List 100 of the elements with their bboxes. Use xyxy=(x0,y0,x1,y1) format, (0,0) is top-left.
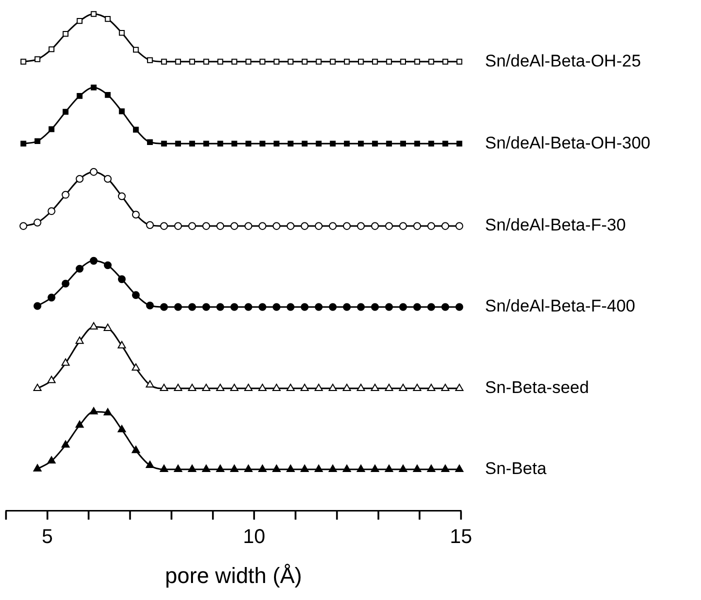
point xyxy=(132,363,140,371)
point xyxy=(189,140,196,147)
point xyxy=(330,140,336,147)
point xyxy=(456,140,462,147)
point xyxy=(370,384,380,392)
point xyxy=(34,138,40,144)
point xyxy=(47,376,56,384)
point xyxy=(300,303,309,311)
point xyxy=(372,140,378,147)
point xyxy=(342,303,351,311)
point xyxy=(48,207,56,216)
point xyxy=(230,303,238,311)
point xyxy=(75,420,84,428)
point xyxy=(118,108,125,114)
point xyxy=(272,222,280,230)
point xyxy=(286,222,294,230)
point xyxy=(258,464,267,472)
point xyxy=(132,210,140,219)
point xyxy=(146,302,154,310)
point xyxy=(34,218,42,226)
point xyxy=(386,58,392,65)
point xyxy=(342,464,351,472)
point xyxy=(174,384,182,392)
x-axis-title: pore width (Å) xyxy=(165,562,302,588)
point xyxy=(244,222,252,230)
point xyxy=(146,221,154,229)
point xyxy=(20,140,26,147)
point xyxy=(174,222,182,230)
point xyxy=(358,140,364,147)
point xyxy=(188,222,196,230)
series-label: Sn/deAl-Beta-OH-300 xyxy=(485,133,650,152)
point xyxy=(61,358,70,366)
point xyxy=(272,464,281,472)
point xyxy=(455,222,464,230)
point xyxy=(161,140,167,147)
point xyxy=(231,58,238,65)
point xyxy=(161,58,167,65)
point xyxy=(90,407,98,414)
point xyxy=(386,140,392,147)
point xyxy=(344,58,350,65)
point xyxy=(104,16,111,22)
point xyxy=(316,140,322,147)
point xyxy=(244,464,253,472)
point xyxy=(356,464,366,472)
point xyxy=(245,140,252,147)
point xyxy=(288,58,294,65)
point xyxy=(160,222,168,230)
x-tick-label: 5 xyxy=(42,526,53,548)
point xyxy=(175,140,181,147)
point xyxy=(62,190,70,199)
point xyxy=(413,222,422,230)
point xyxy=(455,384,464,392)
x-tick-label: 10 xyxy=(243,526,266,548)
point xyxy=(160,464,168,472)
point xyxy=(132,291,140,299)
series-label: Sn/deAl-Beta-OH-25 xyxy=(485,51,641,70)
point xyxy=(398,464,408,472)
point xyxy=(413,303,422,311)
point xyxy=(217,140,224,147)
point xyxy=(428,58,434,65)
point xyxy=(217,58,224,65)
point xyxy=(62,108,68,115)
point xyxy=(118,275,126,284)
point xyxy=(357,222,365,230)
point xyxy=(132,446,140,454)
point xyxy=(442,140,448,147)
point xyxy=(302,58,308,65)
point xyxy=(330,58,336,65)
point xyxy=(104,92,111,98)
point xyxy=(20,58,26,65)
point xyxy=(104,261,112,270)
point xyxy=(274,140,280,147)
point xyxy=(314,303,323,311)
point xyxy=(48,126,54,132)
point xyxy=(244,303,252,311)
point xyxy=(118,192,126,200)
point xyxy=(90,11,97,17)
point xyxy=(216,384,224,392)
point xyxy=(300,464,309,472)
point xyxy=(244,384,253,392)
point xyxy=(258,303,266,311)
point xyxy=(202,464,210,472)
point xyxy=(300,222,309,230)
point xyxy=(413,384,422,392)
point xyxy=(202,303,210,311)
point xyxy=(356,384,366,392)
point xyxy=(455,464,464,472)
series-label: Sn/deAl-Beta-F-400 xyxy=(485,296,636,316)
point xyxy=(174,464,182,472)
point xyxy=(441,303,450,311)
point xyxy=(118,424,126,432)
point xyxy=(76,264,84,273)
point xyxy=(203,140,210,147)
point xyxy=(48,46,54,52)
point xyxy=(75,336,84,344)
point xyxy=(414,140,420,147)
point xyxy=(398,384,408,392)
point xyxy=(428,140,434,147)
point xyxy=(357,303,365,311)
point xyxy=(76,174,84,183)
